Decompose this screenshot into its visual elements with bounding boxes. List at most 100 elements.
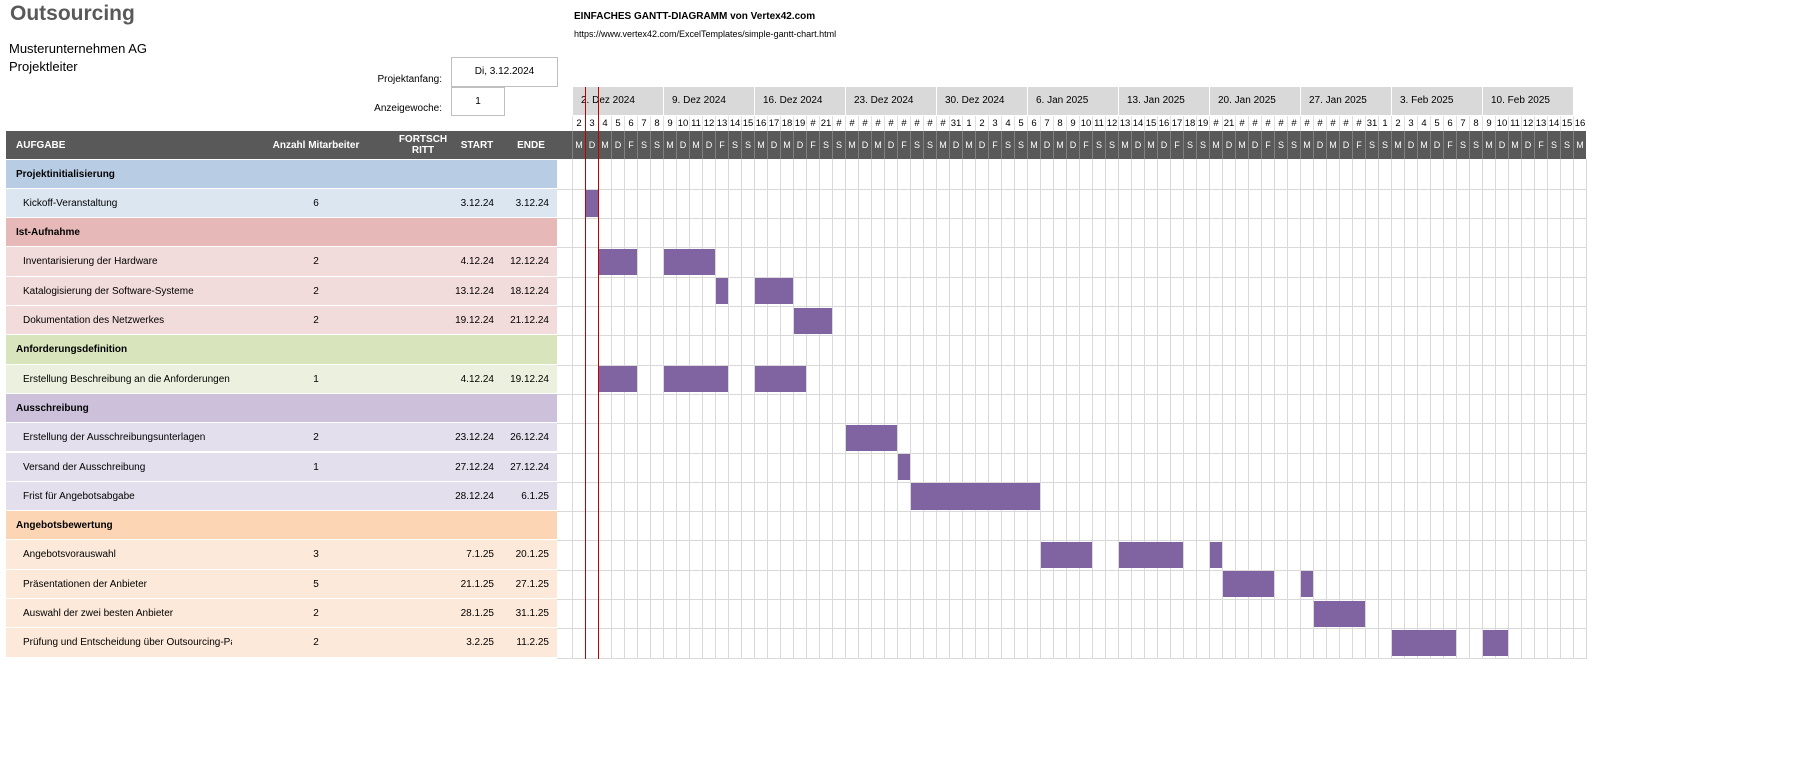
weekday: D <box>1430 131 1443 159</box>
grid-row <box>557 393 1586 395</box>
column-header: START <box>460 139 494 151</box>
day-number: # <box>897 116 910 131</box>
gantt-bar <box>1210 541 1222 569</box>
row-bg <box>6 247 557 277</box>
gantt-bar <box>599 248 637 276</box>
week-cell <box>754 87 845 115</box>
gantt-bar <box>716 278 728 305</box>
staff: 2 <box>313 256 319 268</box>
start-date: 28.12.24 <box>455 490 494 502</box>
task-name: Angebotsvorauswahl <box>23 549 116 561</box>
grid-column <box>1014 159 1015 659</box>
week-label: 3. Feb 2025 <box>1400 95 1454 106</box>
weekday: M <box>1118 131 1131 159</box>
manager: Projektleiter <box>9 59 78 74</box>
day-number: # <box>923 116 936 131</box>
end-date: 21.12.24 <box>510 315 549 326</box>
weekday: S <box>1196 131 1209 159</box>
day-number: 8 <box>1053 116 1066 131</box>
day-number: 4 <box>1417 116 1430 131</box>
day-number: 16 <box>1157 116 1170 131</box>
grid-column <box>1404 159 1405 659</box>
row-bg <box>6 540 557 570</box>
weekday: S <box>1092 131 1105 159</box>
weekday: S <box>1183 131 1196 159</box>
day-number: 31 <box>1365 116 1378 131</box>
task-name: Auswahl der zwei besten Anbieter <box>23 608 174 619</box>
day-number: # <box>1300 116 1313 131</box>
grid-column <box>1222 159 1223 659</box>
weekday: S <box>1287 131 1300 159</box>
grid-column <box>1365 159 1366 659</box>
grid-column <box>1521 159 1522 659</box>
start-date: 21.1.25 <box>460 578 494 590</box>
week-label: 2. Dez 2024 <box>581 95 635 106</box>
grid-column <box>1144 159 1145 659</box>
gantt-bar <box>898 454 910 481</box>
day-number: 16 <box>754 116 767 131</box>
staff: 2 <box>313 637 319 649</box>
day-number: 19 <box>1196 116 1209 131</box>
day-number: # <box>1313 116 1326 131</box>
week-label: 6. Jan 2025 <box>1036 95 1089 106</box>
grid-column <box>871 159 872 659</box>
grid-column <box>767 159 768 659</box>
day-number: 18 <box>1183 116 1196 131</box>
row-bg <box>6 159 557 189</box>
grid-column <box>1131 159 1132 659</box>
row-bg <box>6 306 557 336</box>
day-number: # <box>1274 116 1287 131</box>
end-date: 12.12.24 <box>510 256 549 268</box>
weekday: S <box>910 131 923 159</box>
weekday: M <box>598 131 611 159</box>
grid-row <box>557 423 1586 425</box>
start-value: Di, 3.12.2024 <box>451 57 558 87</box>
weekday: S <box>1105 131 1118 159</box>
grid-column <box>1209 159 1210 659</box>
grid-column <box>689 159 690 659</box>
weekday: S <box>1469 131 1482 159</box>
start-date: 7.1.25 <box>466 549 494 561</box>
weekday: S <box>1547 131 1560 159</box>
column-header: Anzahl Mitarbeiter <box>272 139 360 151</box>
day-number: 2 <box>572 116 585 131</box>
task-name: Prüfung und Entscheidung über Outsourcin… <box>23 637 232 649</box>
weekday: D <box>793 131 806 159</box>
grid-column <box>1313 159 1314 659</box>
grid-column <box>975 159 976 659</box>
row-bg <box>6 276 557 306</box>
gantt-bar <box>664 366 728 393</box>
gantt-bar <box>846 424 897 451</box>
weekday: M <box>1027 131 1040 159</box>
start-date: 23.12.24 <box>455 432 494 444</box>
start-label: Projektanfang: <box>377 74 443 85</box>
grid-row <box>557 569 1586 571</box>
grid-column <box>1196 159 1197 659</box>
week-cell <box>1482 87 1573 115</box>
day-number: # <box>910 116 923 131</box>
weekday: S <box>1001 131 1014 159</box>
weekday: M <box>1053 131 1066 159</box>
weekday: S <box>923 131 936 159</box>
weekday: S <box>728 131 741 159</box>
task-name: Erstellung Beschreibung an die Anforderu… <box>23 373 230 385</box>
grid-column <box>572 159 573 659</box>
day-number: 12 <box>1521 116 1534 131</box>
grid-column <box>1469 159 1470 659</box>
gantt-bar <box>599 366 637 393</box>
weekday: F <box>715 131 728 159</box>
grid-column <box>702 159 703 659</box>
week-cell <box>663 87 754 115</box>
day-number: 11 <box>689 116 702 131</box>
task-name: Dokumentation des Netzwerkes <box>23 315 165 326</box>
weekday: M <box>1300 131 1313 159</box>
weekday: F <box>1170 131 1183 159</box>
day-number: 5 <box>611 116 624 131</box>
end-date: 27.12.24 <box>510 461 549 473</box>
day-number: 5 <box>1014 116 1027 131</box>
weekday: S <box>1274 131 1287 159</box>
grid-column <box>1417 159 1418 659</box>
day-number: 18 <box>780 116 793 131</box>
grid-column <box>793 159 794 659</box>
